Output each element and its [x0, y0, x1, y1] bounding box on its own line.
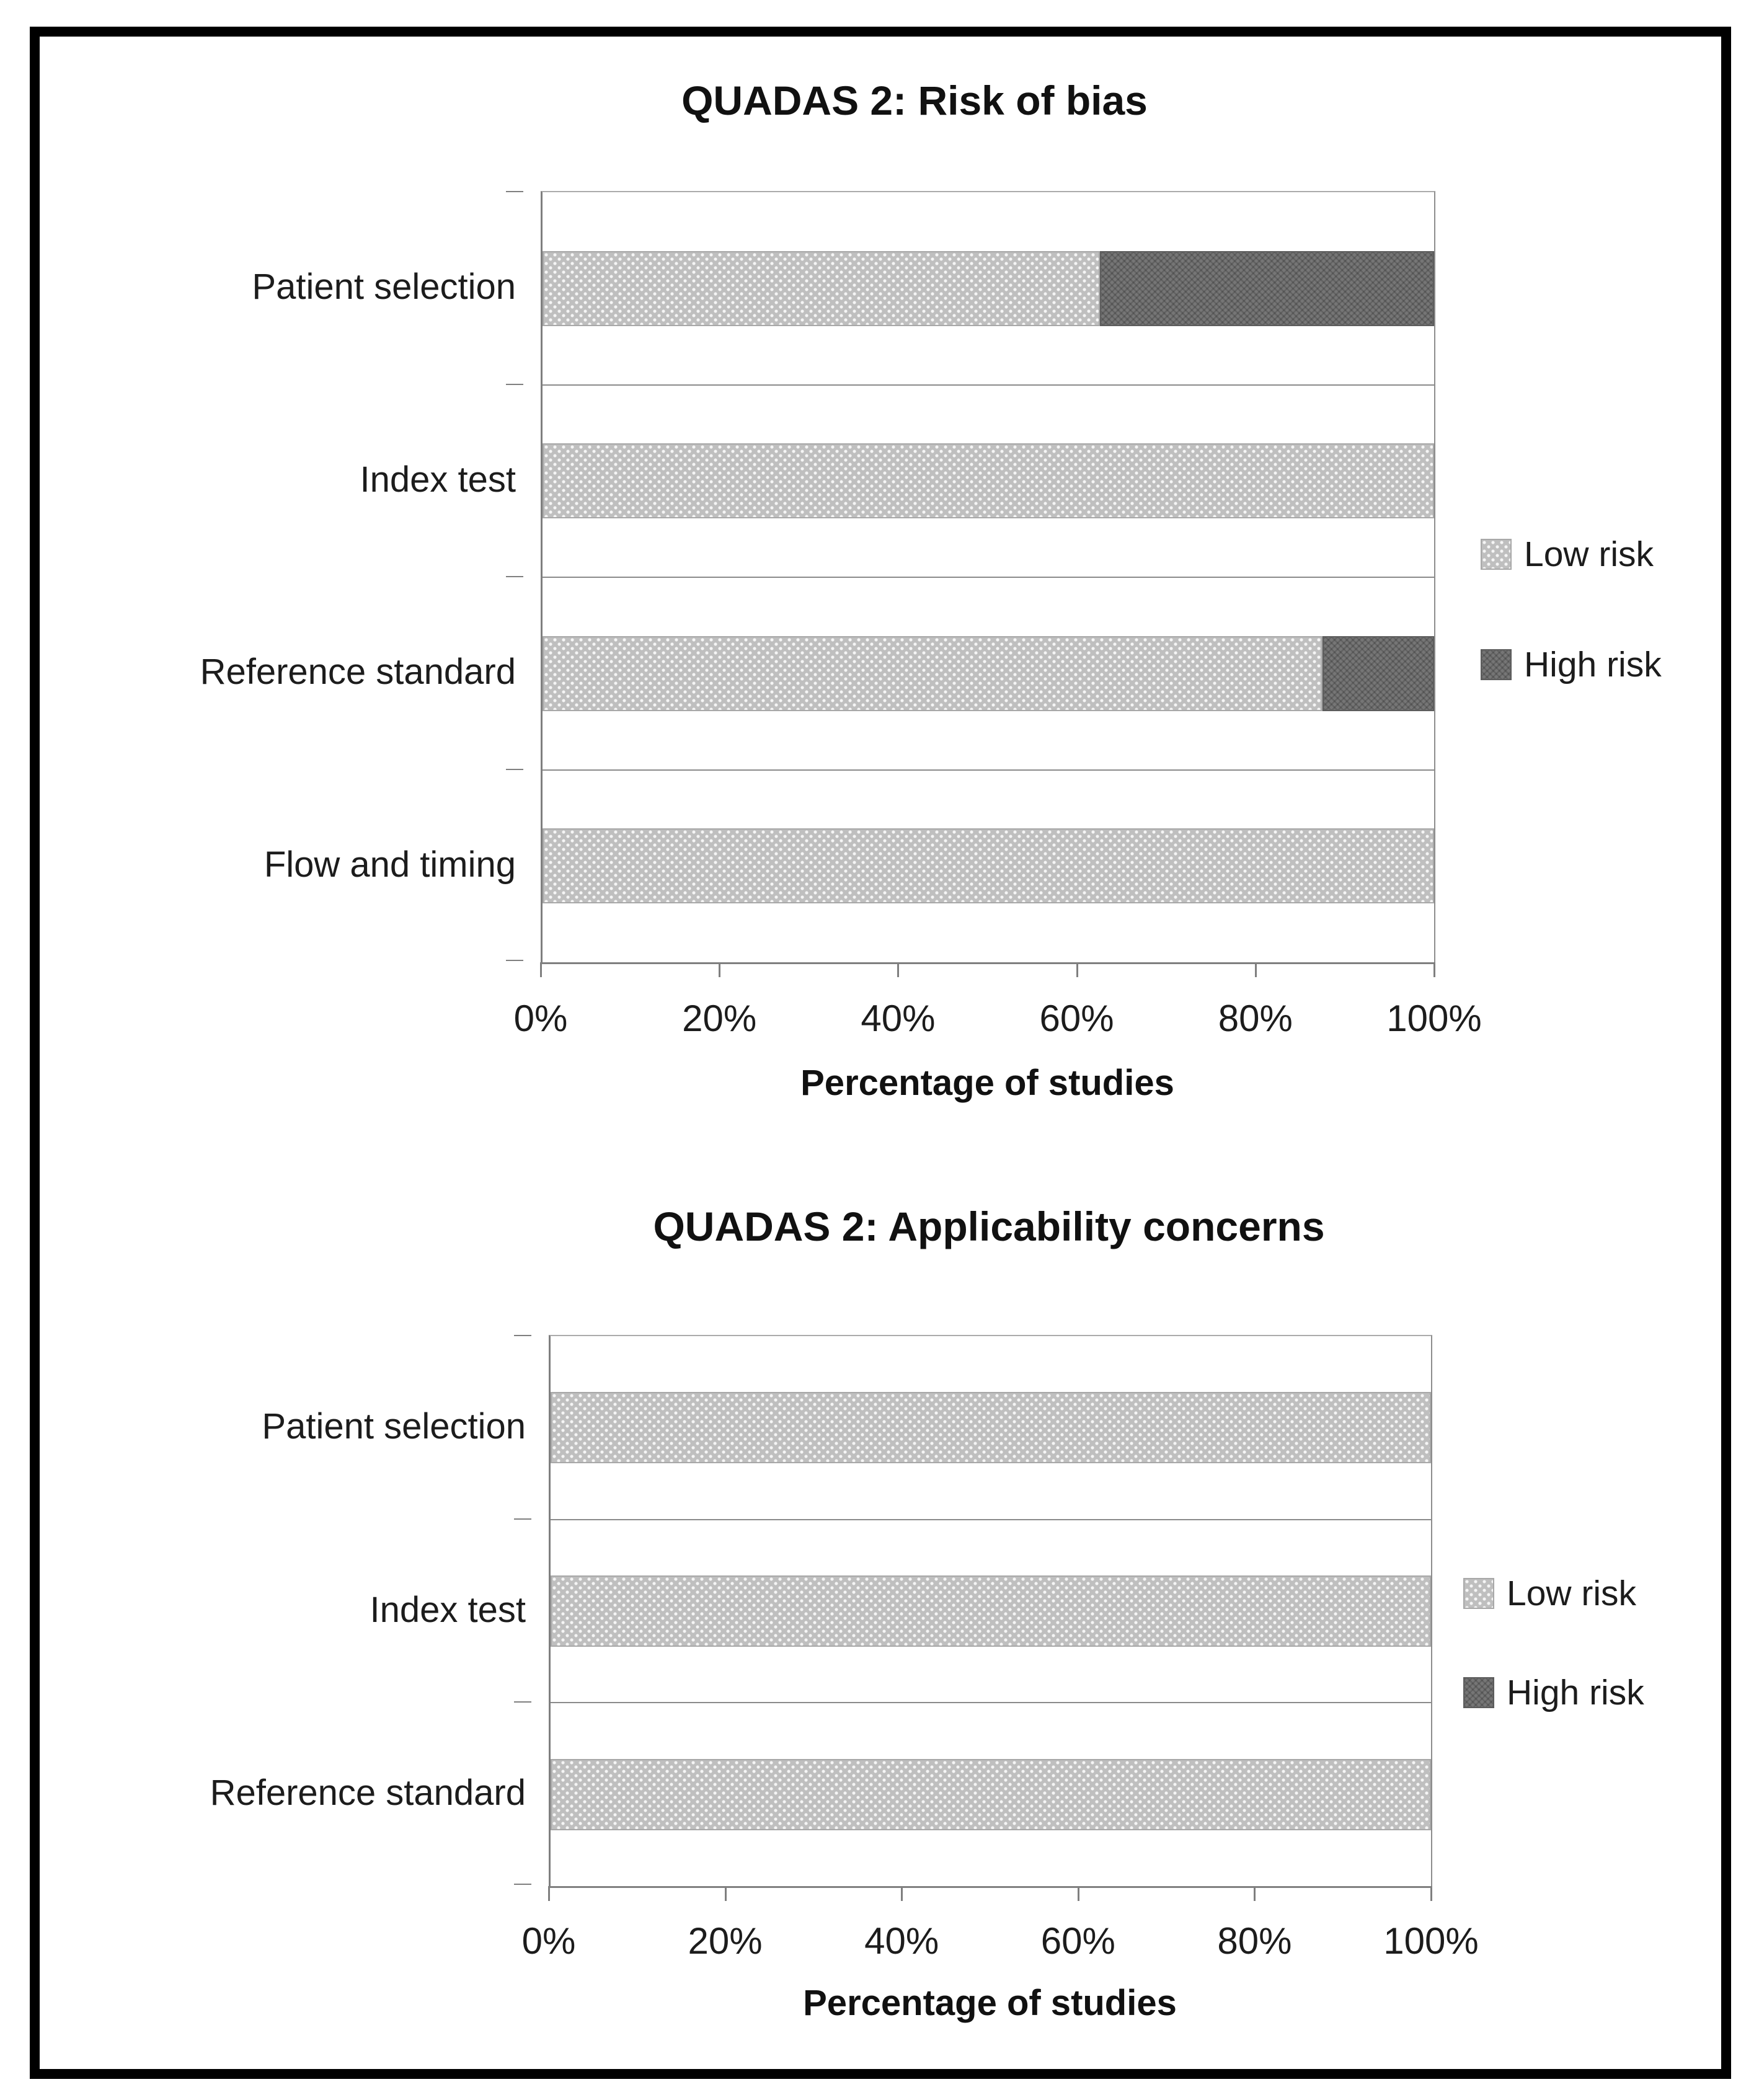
x-axis-tick-label: 40%: [861, 998, 936, 1039]
category-axis-tick-mark: [514, 1884, 531, 1885]
x-axis-tick-mark: [719, 962, 721, 977]
x-axis-title: Percentage of studies: [800, 1063, 1174, 1103]
category-label: Reference standard: [200, 652, 516, 692]
bar-row: [551, 1759, 1431, 1830]
x-axis-tick-mark: [1254, 962, 1257, 977]
legend-label: High risk: [1507, 1673, 1644, 1712]
category-separator-gridline: [543, 384, 1434, 386]
x-axis-tick-labels: 0% 20% 40% 60% 80% 100%: [514, 997, 1482, 1042]
legend-label: High risk: [1524, 645, 1662, 684]
bar-segment-low-risk: [543, 636, 1323, 711]
chart-legend: Low risk High risk: [1481, 534, 1662, 684]
chart-title: QUADAS 2: Risk of bias: [681, 78, 1148, 123]
category-axis-tick-mark: [506, 769, 523, 770]
legend-swatch-low-risk: [1463, 1578, 1494, 1609]
x-axis-tick-label: 40%: [864, 1920, 939, 1962]
category-axis-ticks: [514, 1335, 531, 1885]
x-axis-tick-label: 60%: [1039, 998, 1114, 1039]
category-label: Reference standard: [210, 1773, 526, 1813]
x-axis-tick-label: 100%: [1386, 998, 1482, 1039]
category-label: Patient selection: [252, 267, 516, 307]
x-axis-tick-mark: [1076, 962, 1078, 977]
legend-item-high-risk: High risk: [1481, 645, 1662, 684]
x-axis-tick-mark: [540, 962, 542, 977]
x-axis-tick-mark: [897, 962, 900, 977]
category-separator-gridline: [543, 577, 1434, 578]
category-axis-ticks: [506, 191, 523, 961]
chart-title: QUADAS 2: Applicability concerns: [653, 1203, 1325, 1249]
x-axis-title: Percentage of studies: [803, 1983, 1177, 2023]
bar-segment-low-risk: [543, 443, 1434, 518]
category-axis-labels: Patient selection Index test Reference sta…: [74, 191, 516, 961]
bar-row: [551, 1392, 1431, 1463]
bar-segment-low-risk: [551, 1392, 1431, 1463]
legend-label: Low risk: [1524, 534, 1654, 574]
bar-segment-low-risk: [543, 828, 1434, 903]
x-axis-tick-mark: [1077, 1886, 1079, 1901]
bar-row: [543, 251, 1434, 326]
category-axis-tick-mark: [506, 384, 523, 385]
category-label: Patient selection: [262, 1406, 526, 1447]
plot-area: [549, 1335, 1432, 1888]
bar-segment-low-risk: [543, 251, 1100, 326]
bar-row: [543, 636, 1434, 711]
x-axis-tick-mark: [1433, 962, 1435, 977]
x-axis-tick-label: 0%: [521, 1920, 576, 1962]
category-separator-gridline: [551, 1519, 1431, 1520]
category-label: Index test: [370, 1590, 526, 1630]
x-axis-tick-mark: [724, 1886, 727, 1901]
legend-label: Low risk: [1507, 1574, 1637, 1613]
x-axis-tick-mark: [901, 1886, 903, 1901]
legend-item-high-risk: High risk: [1463, 1673, 1644, 1712]
category-axis-tick-mark: [506, 191, 523, 192]
legend-swatch-high-risk: [1463, 1677, 1494, 1708]
category-axis-tick-mark: [514, 1335, 531, 1336]
bar-segment-high-risk: [1099, 251, 1434, 326]
bar-segment-low-risk: [551, 1575, 1431, 1647]
category-axis-tick-mark: [514, 1518, 531, 1520]
x-axis-tick-label: 20%: [682, 998, 757, 1039]
x-axis-ticks: [548, 1886, 1432, 1902]
chart-legend: Low risk High risk: [1463, 1574, 1644, 1712]
x-axis-tick-label: 100%: [1383, 1920, 1479, 1962]
x-axis-ticks: [540, 962, 1435, 978]
x-axis-tick-label: 60%: [1040, 1920, 1115, 1962]
category-axis-tick-mark: [506, 576, 523, 577]
x-axis-tick-mark: [1254, 1886, 1256, 1901]
legend-swatch-high-risk: [1481, 649, 1512, 680]
legend-swatch-low-risk: [1481, 539, 1512, 570]
category-axis-tick-mark: [514, 1701, 531, 1703]
category-separator-gridline: [551, 1702, 1431, 1703]
x-axis-tick-label: 0%: [513, 998, 568, 1039]
plot-area: [541, 191, 1435, 964]
x-axis-tick-label: 80%: [1217, 1920, 1292, 1962]
bar-row: [543, 828, 1434, 903]
bar-segment-high-risk: [1323, 636, 1434, 711]
legend-item-low-risk: Low risk: [1463, 1574, 1644, 1613]
x-axis-tick-label: 20%: [688, 1920, 763, 1962]
x-axis-tick-labels: 0% 20% 40% 60% 80% 100%: [522, 1920, 1479, 1964]
x-axis-tick-label: 80%: [1218, 998, 1293, 1039]
legend-item-low-risk: Low risk: [1481, 534, 1662, 574]
bar-row: [551, 1575, 1431, 1647]
category-label: Index test: [360, 459, 516, 500]
bar-row: [543, 443, 1434, 518]
category-axis-tick-mark: [506, 960, 523, 961]
x-axis-tick-mark: [1430, 1886, 1432, 1901]
category-label: Flow and timing: [264, 844, 516, 885]
category-separator-gridline: [543, 769, 1434, 771]
x-axis-tick-mark: [548, 1886, 550, 1901]
bar-segment-low-risk: [551, 1759, 1431, 1830]
category-axis-labels: Patient selection Index test Reference sta…: [81, 1335, 526, 1885]
